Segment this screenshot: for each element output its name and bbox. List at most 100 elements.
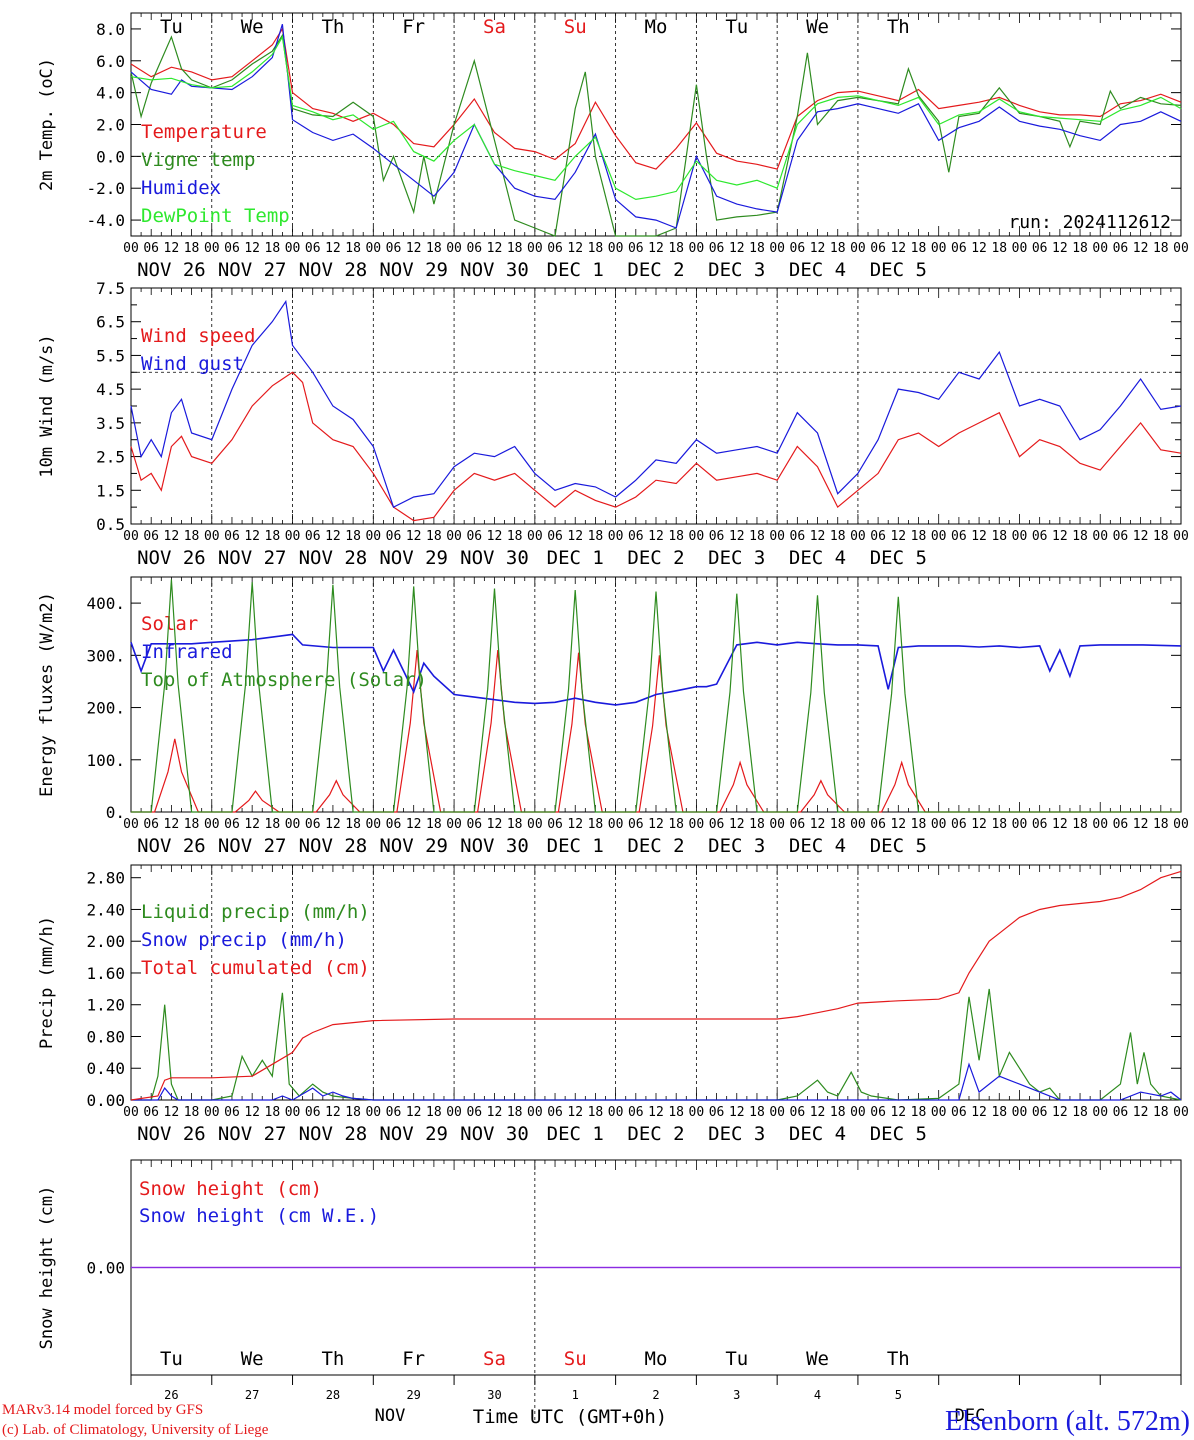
hour-label: 12 xyxy=(971,1105,987,1120)
hour-label: 06 xyxy=(628,1105,644,1120)
hour-label: 00 xyxy=(931,817,947,832)
hour-label: 18 xyxy=(668,817,684,832)
date-label: NOV 26 xyxy=(137,835,206,857)
date-label: DEC 1 xyxy=(547,835,604,857)
hour-label: 18 xyxy=(668,241,684,256)
date-label: NOV 27 xyxy=(218,259,287,281)
hour-label: 18 xyxy=(426,1105,442,1120)
series-line-blue xyxy=(131,1062,1182,1101)
series-line-green xyxy=(131,988,1182,1101)
hour-label: 00 xyxy=(1012,1105,1028,1120)
y-tick-label: 5.5 xyxy=(96,346,125,365)
hour-label: 00 xyxy=(769,817,785,832)
hour-label: 18 xyxy=(830,241,846,256)
run-annotation: run: 2024112612 xyxy=(1008,212,1171,233)
hour-label: 12 xyxy=(648,241,664,256)
hour-label: 00 xyxy=(689,241,705,256)
hour-label: 00 xyxy=(527,817,543,832)
hour-label: 00 xyxy=(204,241,220,256)
hour-label: 00 xyxy=(527,241,543,256)
hour-label: 18 xyxy=(991,241,1007,256)
hour-label: 18 xyxy=(184,1105,200,1120)
date-label: NOV 26 xyxy=(137,547,206,569)
hour-label: 06 xyxy=(1113,529,1129,544)
hour-label: 12 xyxy=(1133,241,1149,256)
date-label: DEC 4 xyxy=(789,1123,846,1145)
hour-label: 18 xyxy=(911,529,927,544)
series-line-green xyxy=(131,579,1181,813)
hour-label: 06 xyxy=(386,241,402,256)
hour-label: 18 xyxy=(426,817,442,832)
hour-label: 12 xyxy=(648,529,664,544)
hour-label: 06 xyxy=(709,241,725,256)
hour-label: 18 xyxy=(1153,1105,1169,1120)
hour-label: 18 xyxy=(991,529,1007,544)
y-tick-label: 200. xyxy=(86,699,125,718)
date-label: DEC 4 xyxy=(789,835,846,857)
hour-label: 00 xyxy=(446,241,462,256)
hour-label: 12 xyxy=(890,1105,906,1120)
date-label: NOV 26 xyxy=(137,259,206,281)
day-name: Tu xyxy=(160,1348,183,1370)
y-tick-label: 0.00 xyxy=(86,1091,125,1110)
hour-label: 12 xyxy=(810,1105,826,1120)
hour-label: 00 xyxy=(123,241,139,256)
hour-label: 06 xyxy=(951,529,967,544)
legend-entry: Snow height (cm) xyxy=(139,1178,322,1200)
hour-label: 18 xyxy=(265,529,281,544)
day-name: Th xyxy=(321,1348,344,1370)
y-tick-label: 1.60 xyxy=(86,964,125,983)
day-number: 5 xyxy=(895,1388,902,1402)
date-label: NOV 29 xyxy=(379,835,448,857)
station-name: Elsenborn (alt. 572m) xyxy=(945,1406,1190,1437)
hour-label: 06 xyxy=(386,529,402,544)
series-line-blue xyxy=(130,24,1182,229)
y-tick-label: -4.0 xyxy=(86,211,125,230)
hour-label: 18 xyxy=(668,1105,684,1120)
hour-label: 00 xyxy=(123,817,139,832)
hour-label: 12 xyxy=(325,241,341,256)
hour-label: 00 xyxy=(608,817,624,832)
date-label: DEC 3 xyxy=(708,835,765,857)
hour-label: 18 xyxy=(1072,817,1088,832)
y-tick-label: 300. xyxy=(86,646,125,665)
hour-label: 18 xyxy=(507,1105,523,1120)
hour-label: 12 xyxy=(567,241,583,256)
hour-label: 12 xyxy=(1052,241,1068,256)
day-name: Sa xyxy=(483,1348,506,1370)
date-label: DEC 3 xyxy=(708,259,765,281)
hour-label: 12 xyxy=(648,817,664,832)
date-label: NOV 27 xyxy=(218,547,287,569)
day-number: 27 xyxy=(245,1388,259,1402)
hour-label: 06 xyxy=(466,241,482,256)
hour-label: 06 xyxy=(547,817,563,832)
y-tick-label: 6.5 xyxy=(96,313,125,332)
hour-label: 00 xyxy=(1092,529,1108,544)
hour-label: 12 xyxy=(729,1105,745,1120)
series-line-red xyxy=(130,870,1182,1101)
day-name: Th xyxy=(321,16,344,38)
date-label: NOV 29 xyxy=(379,259,448,281)
hour-label: 06 xyxy=(466,529,482,544)
hour-label: 18 xyxy=(830,817,846,832)
hour-label: 06 xyxy=(305,817,321,832)
hour-label: 12 xyxy=(406,1105,422,1120)
y-tick-label: 0.5 xyxy=(96,515,125,534)
hour-label: 12 xyxy=(890,241,906,256)
hour-label: 06 xyxy=(224,817,240,832)
hour-label: 12 xyxy=(244,241,260,256)
hour-label: 06 xyxy=(143,241,159,256)
hour-label: 12 xyxy=(325,817,341,832)
day-number: 29 xyxy=(406,1388,420,1402)
hour-label: 00 xyxy=(769,1105,785,1120)
y-tick-label: 2.00 xyxy=(86,932,125,951)
y-tick-label: 2.5 xyxy=(96,448,125,467)
hour-label: 12 xyxy=(487,1105,503,1120)
hour-label: 12 xyxy=(164,1105,180,1120)
hour-label: 06 xyxy=(1113,241,1129,256)
hour-label: 06 xyxy=(709,817,725,832)
y-tick-label: 0.00 xyxy=(86,1259,125,1278)
legend-entry: Wind speed xyxy=(141,325,255,347)
hour-label: 00 xyxy=(365,529,381,544)
hour-label: 06 xyxy=(870,241,886,256)
